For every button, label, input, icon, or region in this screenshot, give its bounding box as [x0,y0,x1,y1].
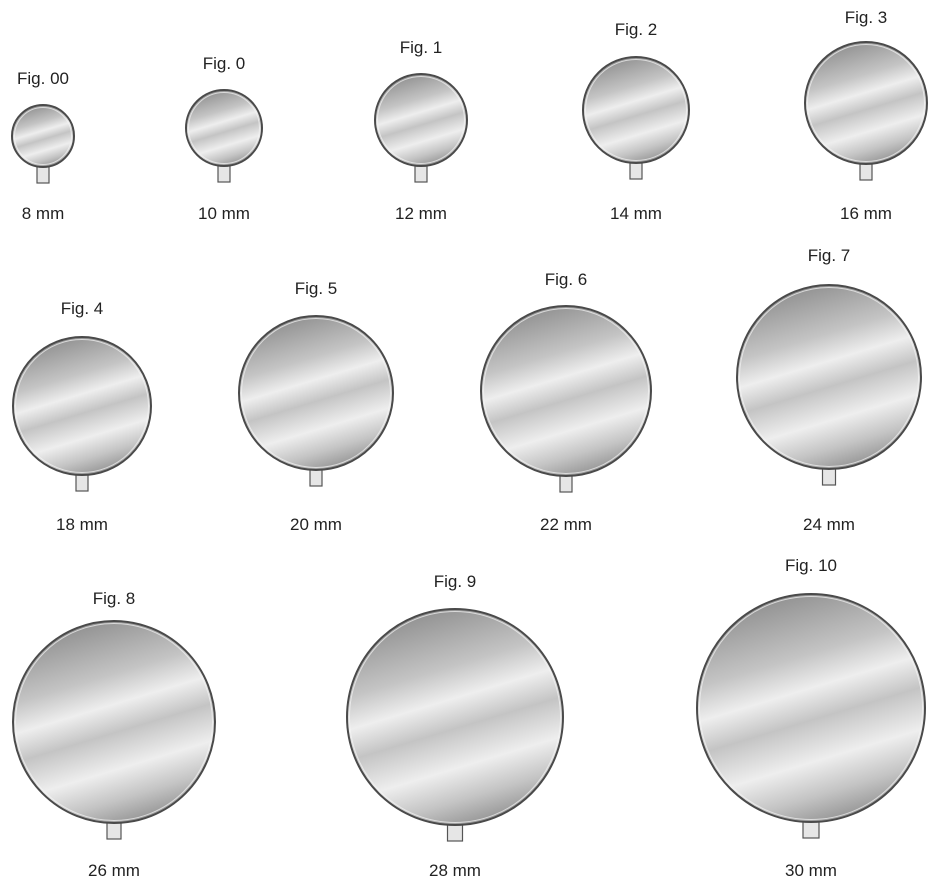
mirror-face [804,41,928,165]
fig-label: Fig. 5 [294,279,338,298]
size-label: 12 mm [395,204,447,223]
mirror-graphic [696,593,926,839]
mirror-face [696,593,926,823]
mirror-graphic [804,41,928,181]
fig-label: Fig. 8 [92,589,136,608]
fig-label: Fig. 10 [785,556,837,575]
mirror-graphic [736,284,922,486]
fig-label: Fig. 2 [614,20,658,39]
mirror-graphic [12,336,152,492]
mirror-graphic [11,104,75,184]
mirror-face [480,305,652,477]
mirror-face [374,73,468,167]
mirror-face [346,608,564,826]
mirror-face [12,336,152,476]
mirror-graphic [582,56,690,180]
fig-label: Fig. 0 [202,54,246,73]
size-label: 30 mm [785,861,837,880]
fig-label: Fig. 1 [399,38,443,57]
mirror-graphic [185,89,263,183]
fig-label: Fig. 4 [60,299,104,318]
mirror-graphic [374,73,468,183]
size-label: 22 mm [540,515,592,534]
size-label: 20 mm [290,515,342,534]
fig-label: Fig. 3 [844,8,888,27]
mirror-graphic [238,315,394,487]
size-label: 16 mm [840,204,892,223]
mirror-face [12,620,216,824]
fig-label: Fig. 9 [433,572,477,591]
mirror-face [11,104,75,168]
mirror-graphic [346,608,564,842]
size-label: 14 mm [610,204,662,223]
size-label: 24 mm [803,515,855,534]
size-label: 10 mm [198,204,250,223]
mirror-face [582,56,690,164]
fig-label: Fig. 6 [544,270,588,289]
size-label: 8 mm [21,204,65,223]
mirror-graphic [12,620,216,840]
fig-label: Fig. 00 [17,69,69,88]
mirror-graphic [480,305,652,493]
mirror-face [238,315,394,471]
size-label: 26 mm [88,861,140,880]
fig-label: Fig. 7 [807,246,851,265]
mirror-face [736,284,922,470]
size-label: 18 mm [56,515,108,534]
mirror-face [185,89,263,167]
size-label: 28 mm [429,861,481,880]
